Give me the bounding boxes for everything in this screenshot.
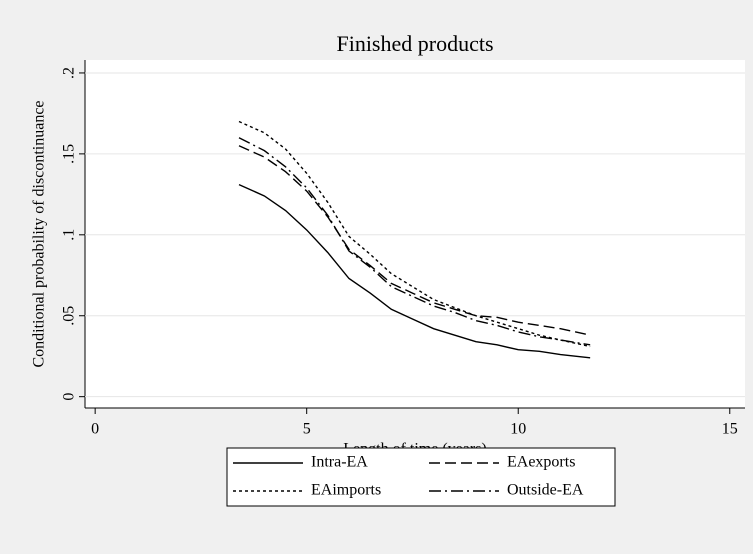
line-series [238, 183, 591, 359]
y-tick-label: 0 [61, 393, 78, 401]
plot-area [85, 60, 745, 408]
legend-label: EAimports [311, 482, 381, 499]
x-tick-label: 0 [91, 421, 99, 438]
x-tick-label: 5 [303, 421, 311, 438]
line-series [238, 145, 591, 336]
line-series [238, 137, 591, 346]
y-tick-label: .05 [61, 306, 78, 326]
legend-label: Outside-EA [507, 482, 584, 499]
y-tick-label: .1 [61, 229, 78, 241]
x-tick-label: 10 [510, 421, 526, 438]
y-tick-label: .15 [61, 144, 78, 164]
legend-label: EAexports [507, 454, 575, 471]
x-tick-label: 15 [722, 421, 738, 438]
chart-title: Finished products [336, 31, 493, 56]
y-axis-title: Conditional probability of discontinuanc… [31, 100, 48, 367]
legend-box [226, 447, 616, 507]
legend-label: Intra-EA [311, 454, 368, 471]
y-tick-label: .2 [61, 67, 78, 79]
